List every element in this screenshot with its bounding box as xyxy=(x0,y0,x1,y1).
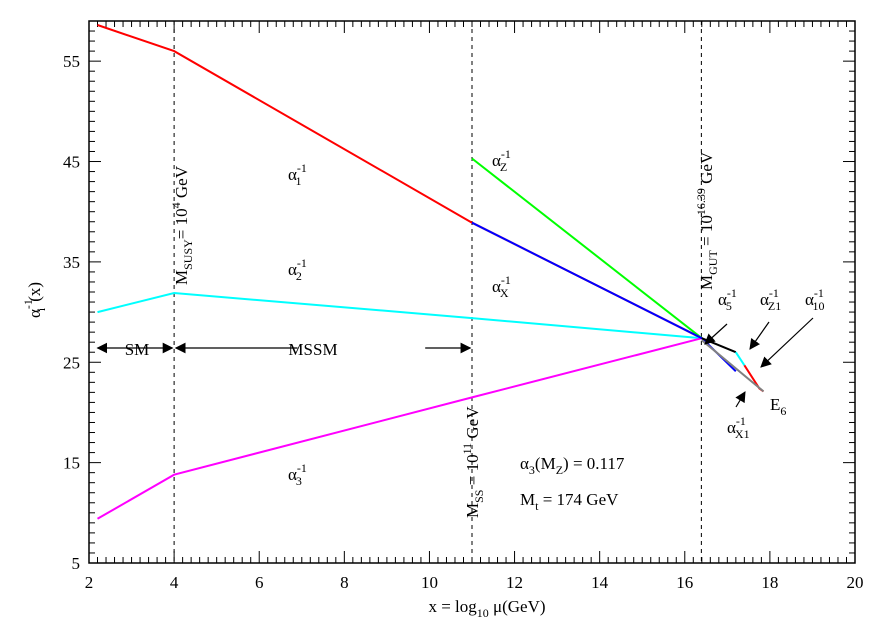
x-tick-label: 16 xyxy=(676,573,693,592)
alpha10-arrow xyxy=(760,317,814,368)
alphaX1-arrow xyxy=(735,391,746,408)
tick-labels: 2 4 6 8 10 12 14 16 18 20 5 15 25 35 45 55 xyxy=(63,52,864,592)
x-tick-label: 20 xyxy=(847,573,864,592)
x-tick-label: 4 xyxy=(170,573,179,592)
y-tick-label: 45 xyxy=(63,153,80,172)
x-tick-label: 6 xyxy=(255,573,264,592)
y-tick-label: 15 xyxy=(63,454,80,473)
series-line xyxy=(471,157,703,339)
msusy-label: MSUSY= 104 GeV xyxy=(169,165,195,285)
arrows xyxy=(96,317,814,408)
series-line xyxy=(701,339,765,393)
x-tick-label: 2 xyxy=(85,573,94,592)
y-tick-label: 5 xyxy=(72,554,81,573)
mgut-label: MGUT = 1016.39 GeV xyxy=(694,151,720,290)
y-axis-title: α-1i(x) xyxy=(21,282,48,318)
alpha3-mz-annotation: α3(MZ) = 0.117 xyxy=(520,454,625,477)
x-tick-label: 12 xyxy=(506,573,523,592)
series-lines xyxy=(97,24,765,520)
x-tick-label: 8 xyxy=(340,573,349,592)
x-tick-label: 18 xyxy=(761,573,778,592)
alpha10-label: α-1 10 xyxy=(805,286,824,313)
alphaX-label: α-1 X xyxy=(492,273,511,300)
mssm-region-label: MSSM xyxy=(288,340,337,359)
series-line xyxy=(97,291,702,340)
series-line xyxy=(97,337,703,520)
scale-markers xyxy=(173,21,702,563)
alpha5-arrow xyxy=(704,323,728,345)
alphaZ1-arrow xyxy=(749,321,770,350)
alpha3-label: α-1 3 xyxy=(288,461,307,488)
alphaZ-label: α-1 Z xyxy=(492,147,511,174)
mt-annotation: Mt = 174 GeV xyxy=(520,490,619,513)
y-tick-label: 55 xyxy=(63,52,80,71)
e6-label: E6 xyxy=(770,395,786,418)
series-line xyxy=(734,351,746,366)
alpha1-label: α-1 1 xyxy=(288,161,307,188)
alphaZ1-label: α-1 Z1 xyxy=(760,286,781,313)
y-tick-label: 25 xyxy=(63,353,80,372)
y-tick-label: 35 xyxy=(63,253,80,272)
axis-ticks xyxy=(88,20,856,564)
x-tick-label: 14 xyxy=(591,573,609,592)
alpha2-label: α-1 2 xyxy=(288,256,307,283)
x-axis-title: x = log10 μ(GeV) xyxy=(428,597,545,620)
x-tick-label: 10 xyxy=(421,573,438,592)
alphaX1-label: α-1 X1 xyxy=(727,414,750,441)
sm-region-label: SM xyxy=(125,340,150,359)
mss-label: MSS = 1011 GeV xyxy=(460,406,486,518)
alpha5-label: α-1 5 xyxy=(718,286,737,313)
